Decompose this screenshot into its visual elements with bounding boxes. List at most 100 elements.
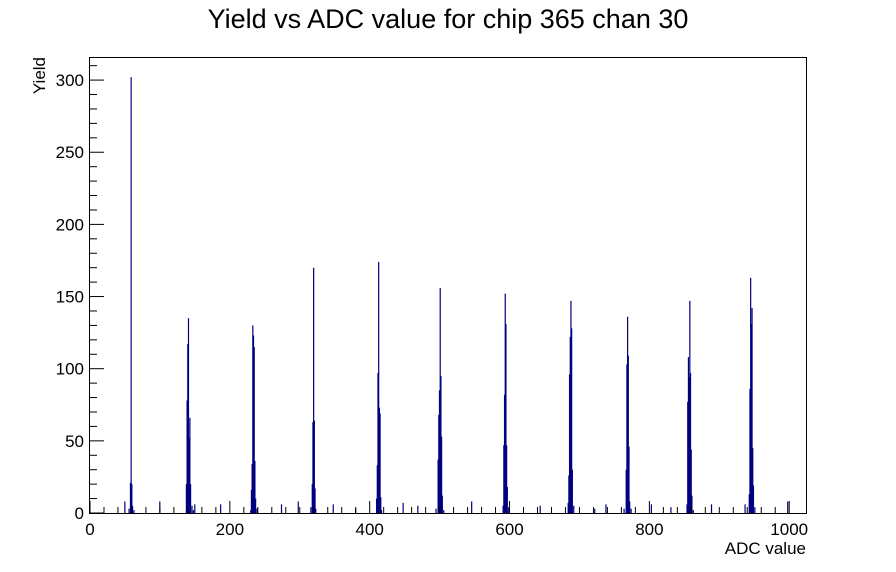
- histogram-bar: [379, 413, 381, 513]
- histogram-bar: [688, 377, 690, 513]
- histogram-bar: [186, 400, 188, 513]
- histogram-bar: [254, 461, 256, 513]
- y-tick-label: 300: [56, 71, 84, 90]
- histogram-bars: [124, 77, 789, 513]
- histogram-bar: [687, 357, 690, 513]
- histogram-bar: [687, 401, 689, 513]
- histogram-bar: [692, 510, 694, 513]
- histogram-bar: [471, 501, 473, 513]
- x-tick-label: 600: [495, 520, 523, 539]
- histogram-bar: [754, 507, 756, 513]
- histogram-bar: [440, 375, 442, 513]
- histogram-bar: [627, 316, 629, 513]
- histogram-bar: [503, 445, 505, 513]
- histogram-bar: [417, 505, 419, 513]
- histogram-bar: [573, 505, 575, 513]
- histogram-bar: [506, 445, 508, 513]
- histogram-bar: [629, 501, 631, 513]
- histogram-bar: [748, 494, 750, 513]
- histogram-bar: [443, 510, 445, 513]
- histogram-bar: [435, 508, 437, 513]
- histogram-bar: [332, 504, 334, 513]
- y-tick-label: 0: [75, 504, 84, 523]
- histogram-bar: [438, 390, 441, 513]
- x-axis: 0 200 400 600 800 1000: [85, 501, 808, 539]
- histogram-bar: [313, 267, 315, 513]
- histogram-bar: [189, 484, 192, 513]
- histogram-bar: [314, 488, 316, 513]
- histogram-bar: [690, 449, 692, 513]
- histogram-bar: [628, 446, 630, 513]
- histogram-bar: [188, 437, 190, 513]
- histogram-bar: [539, 505, 541, 513]
- histogram-bar: [129, 482, 132, 513]
- x-tick-label: 400: [356, 520, 384, 539]
- chart-title: Yield vs ADC value for chip 365 chan 30: [208, 4, 689, 34]
- x-axis-label: ADC value: [725, 539, 806, 558]
- histogram-bar: [594, 508, 596, 513]
- histogram-bar: [128, 508, 130, 513]
- histogram-bar: [752, 485, 755, 513]
- histogram-bar: [185, 484, 187, 513]
- histogram-bar: [508, 507, 510, 513]
- histogram-bar: [378, 407, 380, 513]
- histogram-bar: [625, 469, 627, 513]
- histogram-bar: [569, 336, 571, 513]
- histogram-bar: [251, 463, 253, 513]
- histogram-bar: [689, 300, 691, 513]
- histogram-bar: [710, 504, 713, 513]
- histogram-bar: [252, 325, 254, 513]
- y-tick-label: 250: [56, 143, 84, 162]
- plot-frame: [89, 57, 807, 514]
- y-tick-label: 100: [56, 360, 84, 379]
- histogram-bar: [749, 388, 751, 513]
- histogram-bar: [375, 498, 378, 513]
- histogram-bar: [506, 487, 508, 513]
- histogram-bar: [502, 505, 504, 513]
- histogram-bar: [605, 504, 607, 513]
- histogram-bar: [189, 417, 191, 513]
- histogram-bar: [686, 504, 688, 513]
- histogram-bar: [297, 501, 299, 513]
- histogram-bar: [255, 498, 257, 513]
- histogram-bar: [131, 505, 134, 513]
- x-tick-label: 200: [216, 520, 244, 539]
- x-tick-label: 1000: [770, 520, 808, 539]
- y-axis: 0 50 100 150 200 250 300: [56, 65, 104, 523]
- histogram-bar: [315, 508, 317, 513]
- histogram-bar: [441, 495, 443, 513]
- histogram-bar: [744, 504, 746, 513]
- histogram-bar: [503, 394, 506, 513]
- y-tick-label: 200: [56, 215, 84, 234]
- histogram-bar: [191, 505, 193, 513]
- histogram-bar: [437, 459, 439, 513]
- histogram-bar: [256, 508, 258, 513]
- histogram-bar: [750, 323, 752, 513]
- histogram-bar: [377, 373, 379, 513]
- histogram-bar: [130, 77, 132, 513]
- histogram-bar: [310, 507, 312, 513]
- histogram-bar: [568, 475, 570, 513]
- histogram-bar: [313, 420, 315, 513]
- histogram-bar: [689, 373, 692, 513]
- histogram-bar: [750, 277, 752, 513]
- x-tick-label: 800: [635, 520, 663, 539]
- histogram-bar: [192, 510, 194, 513]
- histogram-bar: [250, 510, 252, 513]
- histogram-bar: [280, 504, 283, 513]
- histogram-bar: [567, 502, 569, 513]
- histogram-bar: [626, 364, 628, 513]
- histogram-bar: [438, 414, 440, 513]
- histogram-bar: [311, 484, 313, 513]
- histogram-bar: [131, 484, 133, 513]
- histogram-bar: [253, 347, 255, 513]
- histogram-bar: [187, 318, 190, 513]
- y-tick-label: 150: [56, 288, 84, 307]
- histogram-bar: [627, 355, 629, 513]
- histogram-bar: [441, 436, 443, 513]
- histogram-bar: [376, 465, 378, 513]
- histogram-bar: [124, 501, 126, 513]
- histogram-bar: [505, 323, 507, 513]
- histogram-bar: [378, 261, 380, 513]
